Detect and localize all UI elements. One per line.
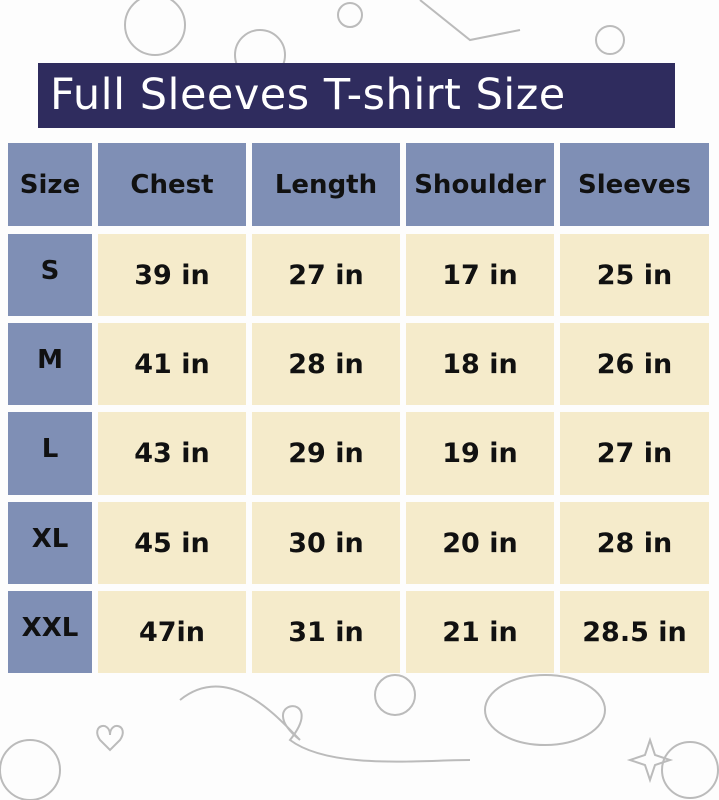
table-cell: 27 in	[252, 234, 400, 316]
size-label: S	[8, 234, 92, 316]
table-cell: 29 in	[252, 412, 400, 495]
table-cell: 26 in	[560, 323, 709, 405]
table-cell: 17 in	[406, 234, 554, 316]
table-cell: 43 in	[98, 412, 246, 495]
size-label: XXL	[8, 591, 92, 673]
table-cell: 28 in	[252, 323, 400, 405]
size-label: XL	[8, 502, 92, 584]
table-cell: 31 in	[252, 591, 400, 673]
column-header-shoulder: Shoulder	[406, 143, 554, 226]
table-cell: 30 in	[252, 502, 400, 584]
page-title: Full Sleeves T-shirt Size	[38, 63, 675, 128]
table-cell: 27 in	[560, 412, 709, 495]
table-cell: 39 in	[98, 234, 246, 316]
size-label: L	[8, 412, 92, 495]
column-header-size: Size	[8, 143, 92, 226]
table-cell: 21 in	[406, 591, 554, 673]
table-cell: 41 in	[98, 323, 246, 405]
table-cell: 25 in	[560, 234, 709, 316]
table-cell: 47in	[98, 591, 246, 673]
table-cell: 18 in	[406, 323, 554, 405]
table-cell: 28 in	[560, 502, 709, 584]
table-cell: 28.5 in	[560, 591, 709, 673]
column-header-length: Length	[252, 143, 400, 226]
column-header-sleeves: Sleeves	[560, 143, 709, 226]
table-cell: 45 in	[98, 502, 246, 584]
size-label: M	[8, 323, 92, 405]
table-cell: 20 in	[406, 502, 554, 584]
column-header-chest: Chest	[98, 143, 246, 226]
table-cell: 19 in	[406, 412, 554, 495]
